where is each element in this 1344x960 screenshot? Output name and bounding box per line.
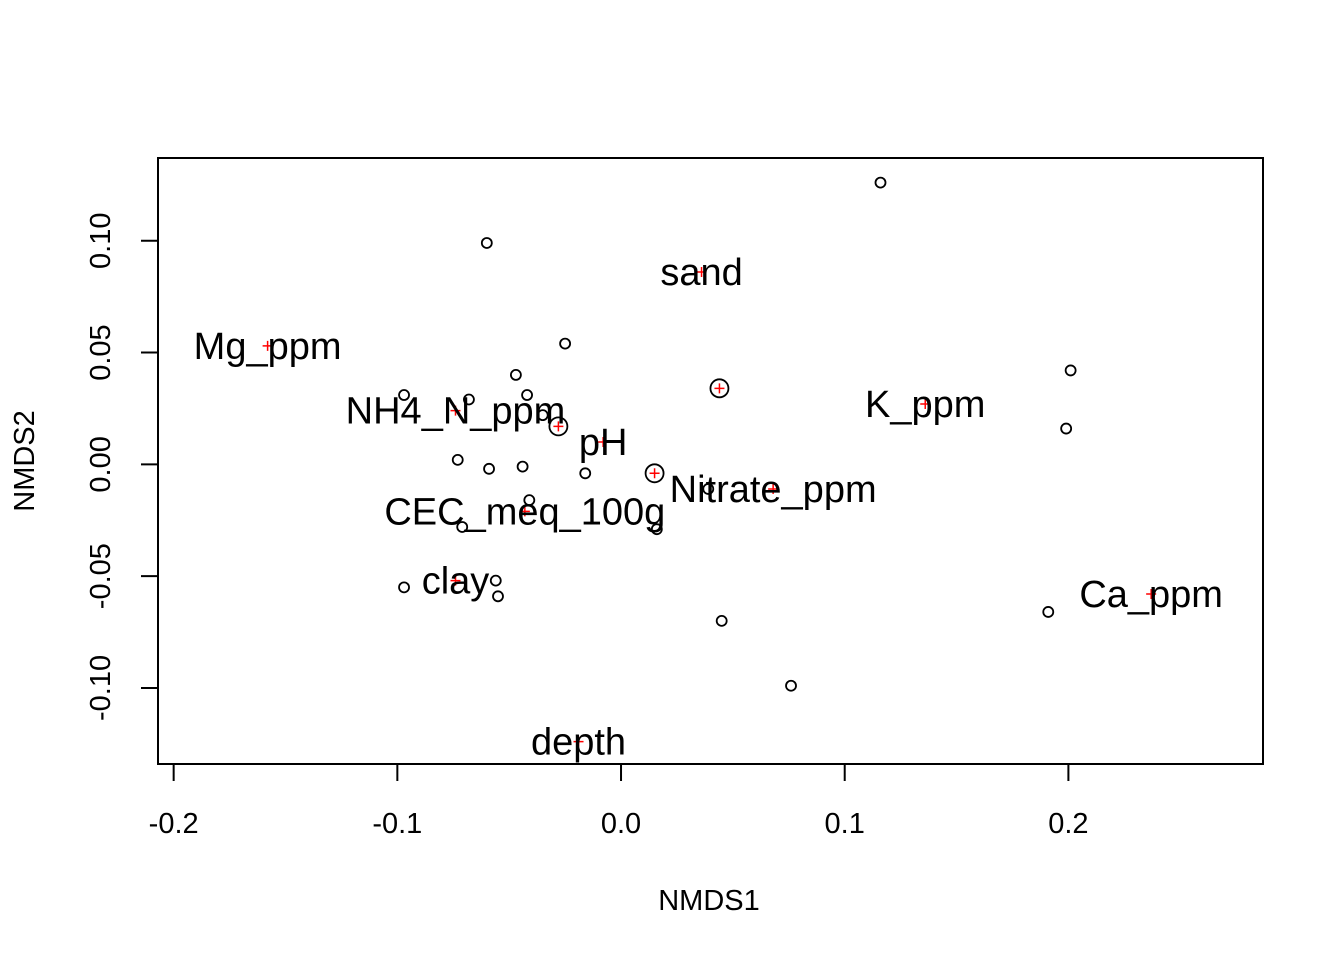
site-point bbox=[715, 614, 728, 627]
highlighted-site-point bbox=[548, 416, 569, 437]
site-point bbox=[480, 237, 493, 249]
site-point bbox=[463, 393, 475, 406]
variable-marker bbox=[696, 267, 707, 278]
site-point bbox=[521, 389, 533, 401]
variable-label: clay bbox=[422, 561, 490, 603]
variable-label: depth bbox=[531, 722, 626, 764]
variable-marker bbox=[262, 340, 273, 351]
site-point bbox=[398, 389, 410, 401]
site-point bbox=[785, 679, 797, 692]
site-point bbox=[1060, 422, 1073, 435]
site-point bbox=[451, 453, 464, 466]
y-tick-label: 0.10 bbox=[85, 213, 117, 269]
site-point bbox=[516, 460, 529, 473]
variable-label: K_ppm bbox=[865, 384, 985, 426]
site-point bbox=[650, 523, 663, 536]
site-point bbox=[489, 574, 502, 587]
highlighted-site-cross bbox=[553, 421, 564, 432]
site-point bbox=[456, 521, 469, 533]
variable-label: Ca_ppm bbox=[1079, 574, 1223, 616]
site-point bbox=[579, 467, 592, 480]
highlighted-site-point bbox=[644, 463, 665, 484]
x-tick-label: 0.1 bbox=[825, 808, 865, 840]
variable-label: CEC_meq_100g bbox=[384, 491, 665, 533]
site-point bbox=[492, 590, 504, 603]
highlighted-site-point bbox=[709, 378, 730, 399]
site-point bbox=[536, 409, 549, 422]
variable-label: Mg_ppm bbox=[194, 326, 342, 368]
site-point bbox=[398, 581, 410, 594]
variable-marker bbox=[519, 506, 530, 517]
y-tick-label: 0.05 bbox=[85, 324, 117, 380]
site-point bbox=[1042, 606, 1055, 618]
variable-marker bbox=[768, 483, 779, 494]
site-point bbox=[483, 462, 495, 475]
highlighted-site-cross bbox=[649, 468, 660, 479]
variable-marker bbox=[920, 398, 931, 409]
variable-marker bbox=[450, 575, 461, 586]
x-tick-label: -0.2 bbox=[149, 808, 199, 840]
plot-frame bbox=[157, 157, 1264, 765]
site-point bbox=[1064, 364, 1077, 377]
site-point bbox=[509, 369, 522, 381]
x-axis-label: NMDS1 bbox=[658, 885, 760, 917]
variable-marker bbox=[598, 436, 609, 447]
variable-marker bbox=[573, 736, 584, 747]
x-tick-label: 0.2 bbox=[1048, 808, 1088, 840]
variable-marker bbox=[1146, 589, 1157, 600]
variable-label: pH bbox=[579, 422, 628, 464]
highlighted-site-cross bbox=[714, 383, 725, 394]
sites-layer bbox=[398, 176, 1077, 692]
variable-marker bbox=[450, 405, 461, 416]
variable-label: Nitrate_ppm bbox=[670, 469, 877, 511]
site-point bbox=[702, 483, 715, 495]
x-tick-label: -0.1 bbox=[372, 808, 422, 840]
y-tick-label: -0.10 bbox=[85, 655, 117, 721]
site-point bbox=[874, 176, 887, 189]
y-tick-label: -0.05 bbox=[85, 543, 117, 609]
x-tick-label: 0.0 bbox=[601, 808, 641, 840]
variable-label: NH4_N_ppm bbox=[346, 391, 566, 433]
y-tick-label: 0.00 bbox=[85, 436, 117, 492]
y-axis-label: NMDS2 bbox=[9, 410, 41, 512]
site-point bbox=[559, 337, 572, 350]
x-axis: -0.2 -0.1 0.0 0.1 0.2 bbox=[149, 763, 1089, 840]
y-axis: -0.10 -0.05 0.00 0.05 0.10 bbox=[85, 213, 159, 721]
site-point bbox=[523, 494, 536, 507]
variable-label: sand bbox=[660, 252, 742, 294]
